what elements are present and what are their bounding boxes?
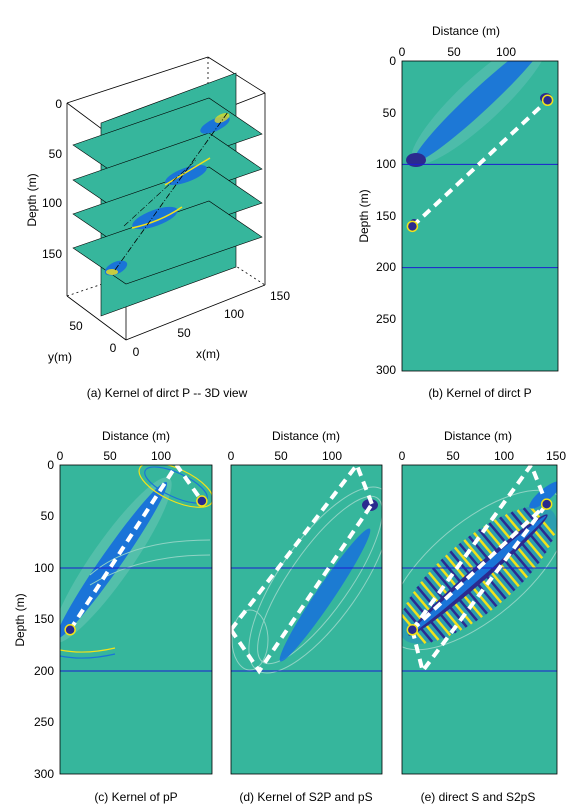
panel-d-x-axis: 0 50 100 Distance (m) — [228, 429, 343, 463]
depth-tick: 100 — [42, 196, 62, 210]
y-tick: 50 — [41, 509, 55, 523]
raypath — [410, 502, 549, 632]
caption-b: (b) Kernel of dirct P — [428, 386, 531, 400]
caption-d: (d) Kernel of S2P and pS — [239, 790, 372, 804]
x-tick: 50 — [177, 326, 191, 340]
x-tick: 100 — [496, 45, 516, 59]
raypath — [410, 502, 549, 676]
y-tick: 200 — [376, 260, 396, 274]
kernel-slices — [104, 111, 230, 276]
caption-a: (a) Kernel of dirct P -- 3D view — [87, 386, 248, 400]
depth-tick: 50 — [49, 147, 63, 161]
panel-c: 0 50 100 Distance (m) 0 50 100 150 200 2… — [13, 429, 212, 804]
frame-e — [401, 464, 558, 775]
y-axis-label: Depth (m) — [13, 593, 27, 646]
y-tick: 0 — [47, 458, 54, 472]
panel-a-x-axis: 0 50 100 150 x(m) — [133, 289, 291, 361]
x-tick: 0 — [399, 45, 406, 59]
y-axis-label: y(m) — [48, 350, 72, 364]
x-tick: 50 — [446, 449, 460, 463]
panel-b: 0 50 100 Distance (m) 0 50 100 150 200 2… — [357, 24, 558, 400]
depth-tick: 0 — [55, 97, 62, 111]
frame-b — [401, 60, 559, 372]
x-tick: 150 — [546, 449, 566, 463]
y-tick: 300 — [34, 767, 54, 781]
panel-b-x-axis: 0 50 100 Distance (m) — [399, 24, 517, 59]
panel-a: 0 50 100 150 Depth (m) 0 50 100 150 x(m)… — [25, 56, 291, 400]
x-tick: 100 — [224, 307, 244, 321]
y-tick: 150 — [376, 209, 396, 223]
x-tick: 0 — [57, 449, 64, 463]
receiver-marker — [196, 495, 208, 507]
depth-tick: 150 — [42, 247, 62, 261]
depth-axis-label: Depth (m) — [25, 173, 39, 226]
panel-c-kernel — [60, 465, 212, 659]
panel-b-y-axis: 0 50 100 150 200 250 300 Depth (m) — [357, 54, 396, 377]
panel-e: 0 50 100 150 Distance (m) (e) direct S a… — [399, 429, 567, 804]
x-axis-label: Distance (m) — [102, 429, 170, 443]
caption-c: (c) Kernel of pP — [94, 790, 177, 804]
x-tick: 50 — [274, 449, 288, 463]
receiver-marker — [540, 498, 553, 510]
y-tick: 200 — [34, 664, 54, 678]
caption-e: (e) direct S and S2pS — [421, 790, 536, 804]
source-marker — [406, 624, 419, 636]
x-tick: 100 — [494, 449, 514, 463]
y-tick: 100 — [34, 561, 54, 575]
x-axis-label: Distance (m) — [272, 429, 340, 443]
source-marker — [406, 220, 419, 233]
frame-c — [59, 464, 213, 775]
x-tick: 50 — [447, 45, 461, 59]
panel-frames — [59, 60, 559, 775]
panel-a-depth-axis: 0 50 100 150 Depth (m) — [25, 97, 62, 261]
y-tick: 0 — [389, 54, 396, 68]
receiver-marker — [541, 94, 554, 107]
x-tick: 150 — [270, 289, 290, 303]
raypath — [411, 98, 549, 228]
frame-d — [230, 464, 383, 775]
raypath — [229, 503, 374, 675]
x-tick: 0 — [133, 345, 140, 359]
source-marker — [64, 624, 76, 636]
x-axis-label: Distance (m) — [444, 429, 512, 443]
y-tick: 250 — [376, 312, 396, 326]
y-axis-label: Depth (m) — [357, 189, 371, 242]
panel-d: 0 50 100 Distance (m) (d) Kernel of S2P … — [228, 429, 382, 804]
overlays — [60, 94, 558, 676]
panel-c-x-axis: 0 50 100 Distance (m) — [57, 429, 172, 463]
x-tick: 0 — [399, 449, 406, 463]
x-axis-label: Distance (m) — [432, 24, 500, 38]
x-tick: 100 — [151, 449, 171, 463]
y-tick: 250 — [34, 715, 54, 729]
y-tick: 50 — [69, 319, 83, 333]
y-tick: 0 — [110, 341, 117, 355]
y-tick: 300 — [376, 363, 396, 377]
y-tick: 50 — [383, 106, 397, 120]
x-tick: 100 — [322, 449, 342, 463]
panel-c-y-axis: 0 50 100 150 200 250 300 Depth (m) — [13, 458, 54, 781]
x-axis-label: x(m) — [196, 347, 220, 361]
panel-a-y-axis: 50 0 y(m) — [48, 319, 117, 364]
x-tick: 0 — [228, 449, 235, 463]
y-tick: 150 — [34, 612, 54, 626]
x-tick: 50 — [103, 449, 117, 463]
y-tick: 100 — [376, 157, 396, 171]
panel-e-x-axis: 0 50 100 150 Distance (m) — [399, 429, 567, 463]
